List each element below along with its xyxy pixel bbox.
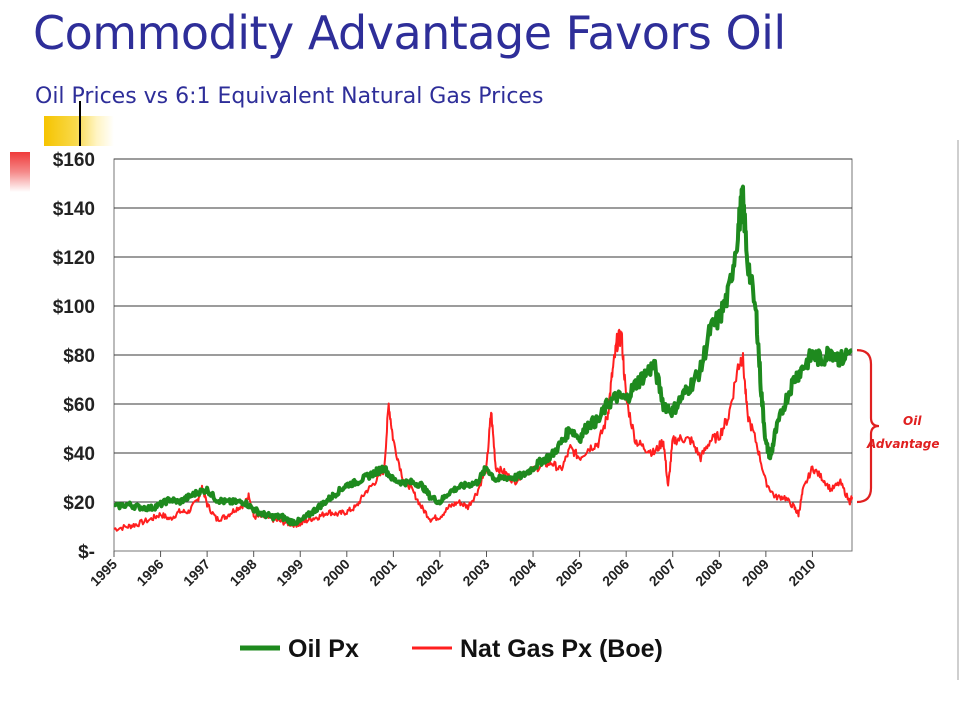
slide-right-border (957, 140, 959, 680)
x-tick-label: 2008 (692, 556, 725, 589)
x-tick-label: 2003 (459, 556, 492, 589)
oil-advantage-label-line-1: Oil (903, 414, 922, 428)
x-tick-label: 1998 (226, 556, 259, 589)
x-tick-label: 1997 (180, 556, 213, 589)
y-tick-label: $140 (53, 199, 95, 220)
x-tick-label: 2004 (506, 556, 539, 589)
y-tick-label: $80 (63, 346, 95, 367)
legend-label: Nat Gas Px (Boe) (460, 635, 663, 663)
y-tick-label: $100 (53, 297, 95, 318)
x-tick-label: 2001 (366, 556, 399, 589)
x-tick-label: 2000 (320, 556, 353, 589)
x-tick-label: 2005 (552, 556, 585, 589)
x-tick-label: 2006 (599, 556, 632, 589)
y-axis-ticks: $- $20 $40 $60 $80 $100 $120 $140 $160 (53, 150, 95, 563)
grid-lines (114, 158, 852, 503)
page-subtitle: Oil Prices vs 6:1 Equivalent Natural Gas… (35, 84, 544, 109)
series-line-oil-px (113, 184, 853, 527)
y-tick-label: $- (78, 542, 95, 563)
y-tick-label: $120 (53, 248, 95, 269)
x-tick-label: 1999 (273, 556, 306, 589)
y-tick-label: $20 (63, 493, 95, 514)
x-tick-label: 2002 (413, 556, 446, 589)
y-tick-label: $60 (63, 395, 95, 416)
chart-legend: Oil Px Nat Gas Px (Boe) (240, 635, 663, 663)
page-title: Commodity Advantage Favors Oil (33, 6, 786, 60)
y-tick-label: $40 (63, 444, 95, 465)
x-tick-label: 2010 (785, 556, 818, 589)
x-tick-label: 1996 (133, 556, 166, 589)
decorative-red-bar (10, 152, 30, 192)
series-lines (113, 184, 853, 532)
legend-label: Oil Px (288, 635, 359, 663)
x-tick-label: 2007 (646, 556, 679, 589)
oil-advantage-brace (856, 349, 880, 504)
series-line-nat-gas-px (113, 328, 853, 532)
x-tick-label: 2009 (739, 556, 772, 589)
x-axis-ticks: 1995 1996 1997 1998 1999 2000 2001 2002 2003 2004… (87, 551, 819, 589)
decorative-vertical-line (79, 101, 81, 146)
oil-advantage-label-line-2: Advantage (867, 437, 940, 451)
y-tick-label: $160 (53, 150, 95, 171)
